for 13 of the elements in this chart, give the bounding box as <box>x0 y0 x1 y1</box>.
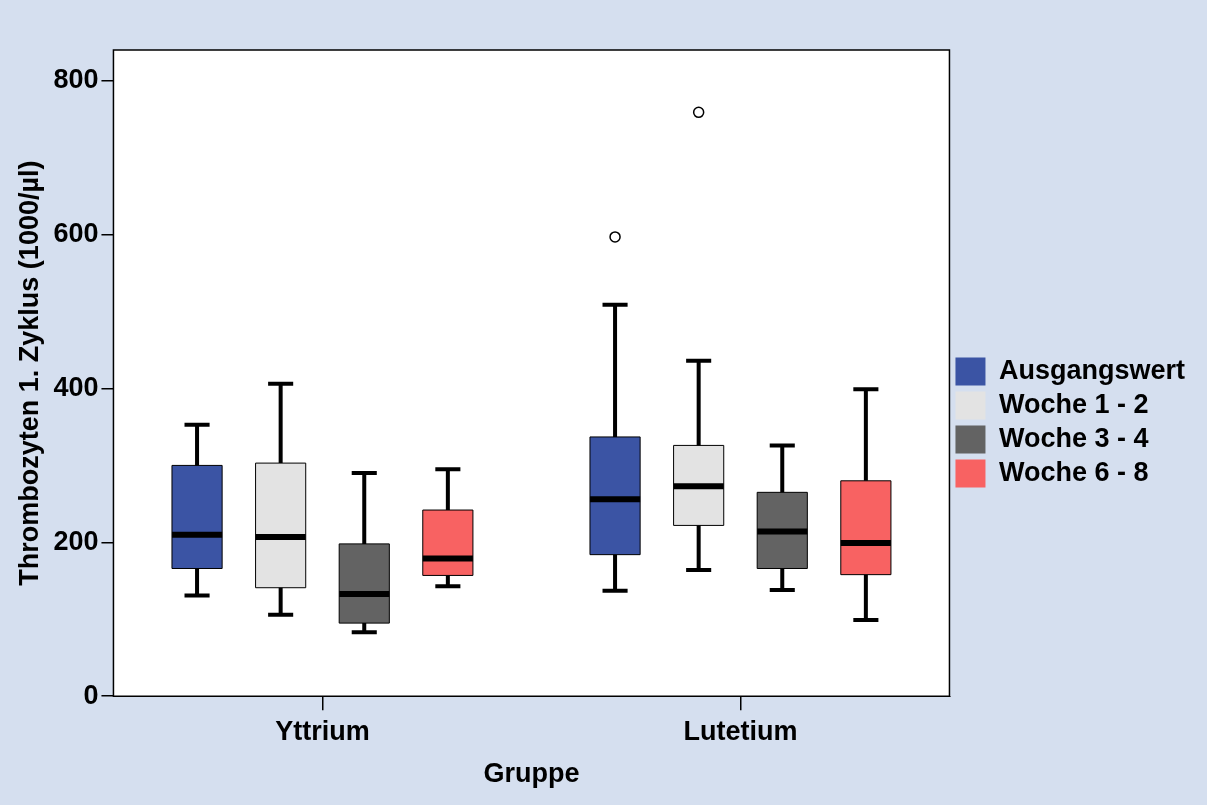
legend-label: Woche 3 - 4 <box>998 422 1149 453</box>
y-axis-title: Thrombozyten 1. Zyklus (1000/µl) <box>13 160 44 586</box>
x-tick-label: Lutetium <box>683 715 798 746</box>
y-tick-label: 200 <box>53 525 99 556</box>
y-tick-label: 0 <box>83 679 99 710</box>
x-tick-label: Yttrium <box>275 715 370 746</box>
x-axis-title: Gruppe <box>483 758 580 789</box>
y-tick-label: 800 <box>53 64 99 95</box>
y-tick-label: 600 <box>53 218 99 249</box>
legend-label: Ausgangswert <box>998 354 1186 385</box>
legend-label: Woche 6 - 8 <box>998 456 1149 487</box>
y-tick-label: 400 <box>53 371 99 402</box>
legend-label: Woche 1 - 2 <box>998 388 1149 419</box>
